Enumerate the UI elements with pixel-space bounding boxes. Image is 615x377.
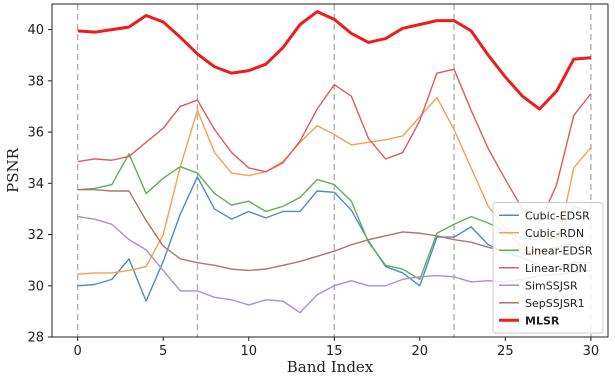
y-tick-label: 32 — [27, 228, 44, 243]
legend-entry: Linear-EDSR — [525, 244, 593, 257]
x-tick-label: 30 — [583, 344, 600, 359]
series-line-mlsr — [77, 10, 592, 111]
legend-box — [492, 202, 604, 334]
x-tick-label: 5 — [159, 344, 167, 359]
x-tick-label: 15 — [326, 344, 343, 359]
x-ticks: 0 5 10 15 20 25 30 — [74, 337, 600, 359]
x-tick-label: 20 — [412, 344, 429, 359]
x-tick-label: 0 — [74, 344, 82, 359]
legend-entry: MLSR — [525, 314, 560, 327]
legend-entry: SepSSJSR1 — [525, 297, 585, 310]
vertical-reference-lines — [76, 4, 592, 337]
y-tick-label: 38 — [27, 74, 44, 89]
y-tick-label: 34 — [27, 177, 44, 192]
legend-entry: Linear-RDN — [525, 262, 587, 275]
axes — [51, 3, 609, 338]
x-axis-label: Band Index — [287, 358, 374, 376]
y-axis-label: PSNR — [4, 147, 22, 192]
axes-frame — [51, 3, 609, 338]
legend: Cubic-EDSR Cubic-RDN Linear-EDSR Linear-RDN… — [492, 202, 604, 334]
y-tick-label: 30 — [27, 279, 44, 294]
legend-entry: Cubic-EDSR — [525, 209, 590, 222]
y-ticks: 28 30 32 34 36 38 40 — [27, 23, 52, 346]
legend-entry: SimSSJSR — [525, 279, 578, 292]
y-tick-label: 36 — [27, 126, 44, 141]
x-tick-label: 10 — [240, 344, 257, 359]
y-tick-label: 28 — [27, 331, 44, 346]
series-line-linear-rdn — [77, 68, 592, 224]
x-tick-label: 25 — [497, 344, 514, 359]
legend-entry: Cubic-RDN — [525, 227, 584, 240]
y-tick-label: 40 — [27, 23, 44, 38]
